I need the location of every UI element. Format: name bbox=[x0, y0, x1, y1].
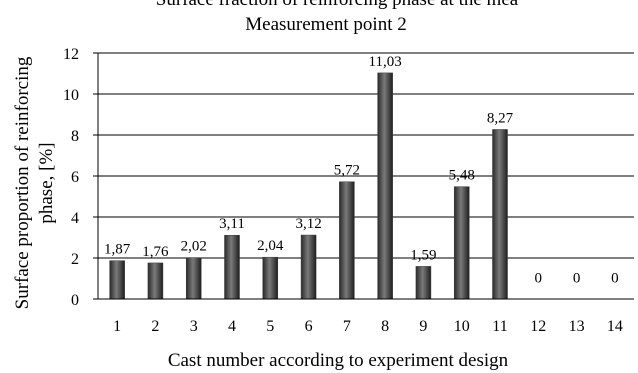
y-axis-ticks: 0 2 4 6 8 10 12 bbox=[63, 46, 98, 309]
data-label: 3,11 bbox=[219, 216, 245, 232]
data-labels: 1,87 1,76 2,02 3,11 2,04 3,12 5,72 11,03 1,59 5,4… bbox=[104, 54, 619, 287]
x-tick-label: 9 bbox=[419, 318, 427, 335]
bar bbox=[185, 257, 202, 300]
x-tick-label: 3 bbox=[190, 318, 198, 335]
gridlines bbox=[98, 52, 634, 259]
x-tick-label: 4 bbox=[228, 318, 236, 335]
bar bbox=[339, 181, 355, 300]
y-tick-label: 2 bbox=[71, 251, 79, 268]
x-tick-label: 7 bbox=[343, 318, 351, 335]
x-tick-label: 13 bbox=[569, 318, 585, 335]
data-label: 1,87 bbox=[104, 242, 131, 258]
bars bbox=[109, 72, 508, 300]
x-tick-label: 2 bbox=[151, 318, 159, 335]
x-tick-label: 6 bbox=[305, 318, 313, 335]
bar bbox=[377, 72, 393, 300]
x-tick-label: 12 bbox=[530, 318, 546, 335]
y-tick-label: 6 bbox=[71, 169, 79, 186]
y-tick-label: 8 bbox=[71, 128, 79, 145]
y-tick-label: 0 bbox=[71, 292, 79, 309]
bar bbox=[109, 260, 125, 300]
data-label: 1,76 bbox=[142, 244, 169, 260]
x-tick-label: 5 bbox=[266, 318, 274, 335]
bar bbox=[147, 262, 164, 300]
x-axis-ticks: 1 2 3 4 5 6 7 8 9 10 11 12 13 14 bbox=[113, 318, 623, 335]
y-tick-label: 4 bbox=[71, 210, 79, 227]
x-tick-label: 10 bbox=[454, 318, 470, 335]
x-axis-label: Cast number according to experiment desi… bbox=[168, 350, 509, 371]
y-axis-label-line-2: phase, [%] bbox=[36, 142, 57, 223]
data-label: 3,12 bbox=[295, 216, 321, 232]
data-label: 2,04 bbox=[257, 238, 284, 254]
bar bbox=[415, 266, 432, 300]
data-label: 2,02 bbox=[181, 239, 207, 255]
y-axis-label-line-1: Surface proportion of reinforcing bbox=[12, 56, 33, 309]
x-tick-label: 14 bbox=[607, 318, 623, 335]
x-tick-label: 8 bbox=[381, 318, 389, 335]
data-label: 5,48 bbox=[449, 168, 475, 184]
bar bbox=[262, 256, 279, 300]
y-axis-label: Surface proportion of reinforcing phase,… bbox=[12, 56, 57, 309]
chart-title-clipped: Surface fraction of reinforcing phase at… bbox=[156, 0, 519, 10]
x-tick-label: 1 bbox=[113, 318, 121, 335]
bar bbox=[453, 186, 470, 300]
data-label: 0 bbox=[535, 271, 543, 287]
y-tick-label: 10 bbox=[63, 87, 79, 104]
chart-title: Measurement point 2 bbox=[245, 14, 406, 35]
data-label: 8,27 bbox=[487, 110, 514, 126]
bar bbox=[492, 129, 508, 300]
bar bbox=[224, 234, 240, 300]
y-tick-label: 12 bbox=[63, 46, 79, 63]
data-label: 0 bbox=[611, 271, 619, 287]
x-tick-label: 11 bbox=[492, 318, 507, 335]
data-label: 1,59 bbox=[410, 247, 436, 263]
data-label: 0 bbox=[573, 271, 581, 287]
data-label: 5,72 bbox=[334, 163, 360, 179]
data-label: 11,03 bbox=[369, 54, 402, 70]
bar bbox=[300, 234, 317, 300]
